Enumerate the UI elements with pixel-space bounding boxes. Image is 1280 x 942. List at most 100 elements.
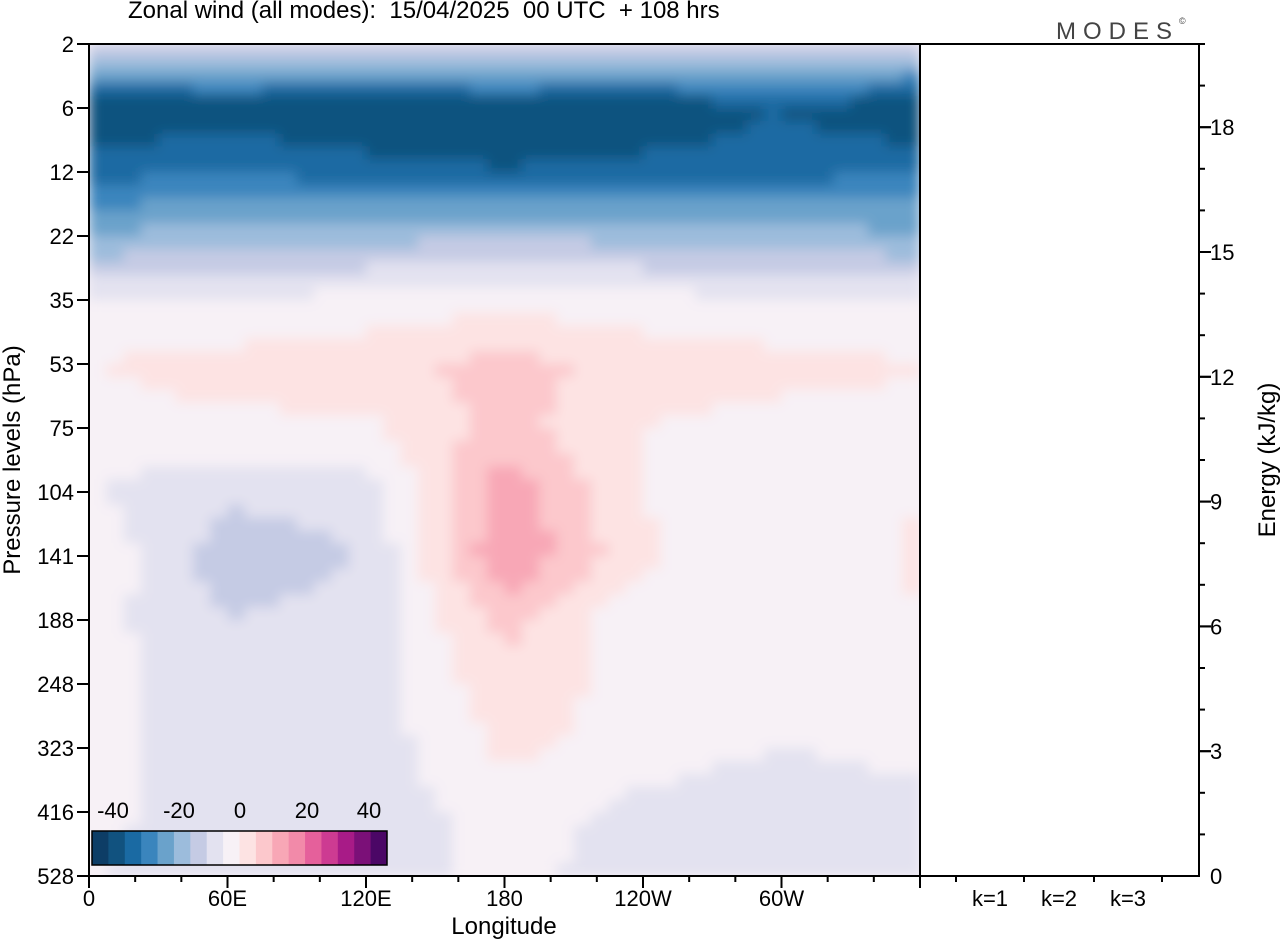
- field-cell: [729, 428, 748, 442]
- field-cell: [504, 492, 523, 506]
- field-cell: [591, 530, 609, 544]
- field-cell: [487, 568, 506, 583]
- field-cell: [712, 812, 731, 826]
- field-cell: [608, 863, 627, 876]
- field-cell: [850, 389, 869, 403]
- field-cell: [504, 722, 523, 736]
- field-cell: [331, 274, 350, 288]
- colorbar-swatch: [321, 831, 339, 865]
- field-cell: [694, 684, 713, 698]
- field-cell: [175, 69, 194, 83]
- field-cell: [452, 108, 471, 122]
- field-cell: [400, 684, 419, 698]
- field-cell: [694, 620, 713, 634]
- field-cell: [123, 620, 142, 634]
- field-cell: [89, 236, 107, 250]
- field-cell: [296, 402, 315, 416]
- field-cell: [106, 82, 125, 96]
- field-cell: [366, 351, 384, 365]
- field-cell: [279, 376, 298, 391]
- field-cell: [192, 223, 211, 237]
- field-cell: [192, 428, 211, 442]
- field-cell: [140, 197, 159, 211]
- field-cell: [556, 248, 575, 263]
- field-cell: [625, 338, 644, 352]
- field-cell: [746, 773, 765, 787]
- field-cell: [694, 760, 713, 775]
- field-cell: [521, 837, 540, 851]
- field-cell: [521, 517, 540, 531]
- field-cell: [210, 530, 229, 544]
- field-cell: [608, 274, 627, 288]
- field-cell: [556, 556, 575, 570]
- field-cell: [521, 812, 540, 826]
- field-cell: [210, 492, 229, 506]
- field-cell: [902, 824, 920, 839]
- field-cell: [643, 709, 661, 723]
- field-cell: [400, 722, 419, 736]
- field-cell: [521, 44, 540, 58]
- field-cell: [400, 632, 419, 647]
- field-cell: [244, 760, 263, 775]
- field-cell: [296, 415, 315, 429]
- field-cell: [712, 325, 731, 339]
- field-cell: [868, 44, 886, 58]
- field-cell: [487, 517, 506, 531]
- field-cell: [452, 428, 471, 442]
- field-cell: [798, 735, 817, 749]
- field-cell: [314, 95, 332, 109]
- field-cell: [140, 287, 159, 301]
- field-cell: [175, 492, 194, 506]
- field-cell: [331, 120, 350, 135]
- field-cell: [158, 581, 177, 595]
- field-cell: [556, 325, 575, 339]
- colorbar-swatch: [173, 831, 191, 865]
- field-cell: [435, 261, 454, 275]
- field-cell: [175, 722, 194, 736]
- field-cell: [608, 223, 627, 237]
- field-cell: [712, 671, 731, 685]
- field-cell: [746, 786, 765, 800]
- field-cell: [106, 479, 125, 493]
- field-cell: [539, 210, 558, 224]
- field-cell: [158, 108, 177, 122]
- field-cell: [677, 709, 696, 723]
- field-cell: [677, 376, 696, 391]
- field-cell: [279, 351, 298, 365]
- field-cell: [660, 325, 679, 339]
- field-cell: [487, 223, 506, 237]
- field-cell: [591, 108, 609, 122]
- field-cell: [192, 274, 211, 288]
- field-cell: [781, 568, 800, 583]
- field-cell: [435, 120, 454, 135]
- field-cell: [366, 466, 384, 480]
- field-cell: [227, 632, 246, 647]
- field-cell: [902, 735, 920, 749]
- field-cell: [504, 184, 523, 199]
- field-cell: [452, 223, 471, 237]
- field-cell: [487, 402, 506, 416]
- field-cell: [746, 338, 765, 352]
- field-cell: [89, 197, 107, 211]
- field-cell: [729, 607, 748, 621]
- field-cell: [210, 300, 229, 314]
- field-cell: [643, 645, 661, 659]
- field-cell: [140, 300, 159, 314]
- energy-bar: [968, 875, 1012, 877]
- field-cell: [781, 735, 800, 749]
- field-cell: [435, 453, 454, 467]
- field-cell: [158, 479, 177, 493]
- field-cell: [504, 210, 523, 224]
- field-cell: [608, 748, 627, 762]
- field-cell: [677, 645, 696, 659]
- field-cell: [192, 351, 211, 365]
- field-cell: [244, 428, 263, 442]
- field-cell: [573, 338, 592, 352]
- field-cell: [227, 581, 246, 595]
- field-cell: [348, 120, 367, 135]
- field-cell: [123, 658, 142, 672]
- field-cell: [902, 44, 920, 58]
- field-cell: [487, 364, 506, 378]
- field-cell: [729, 338, 748, 352]
- field-cell: [348, 210, 367, 224]
